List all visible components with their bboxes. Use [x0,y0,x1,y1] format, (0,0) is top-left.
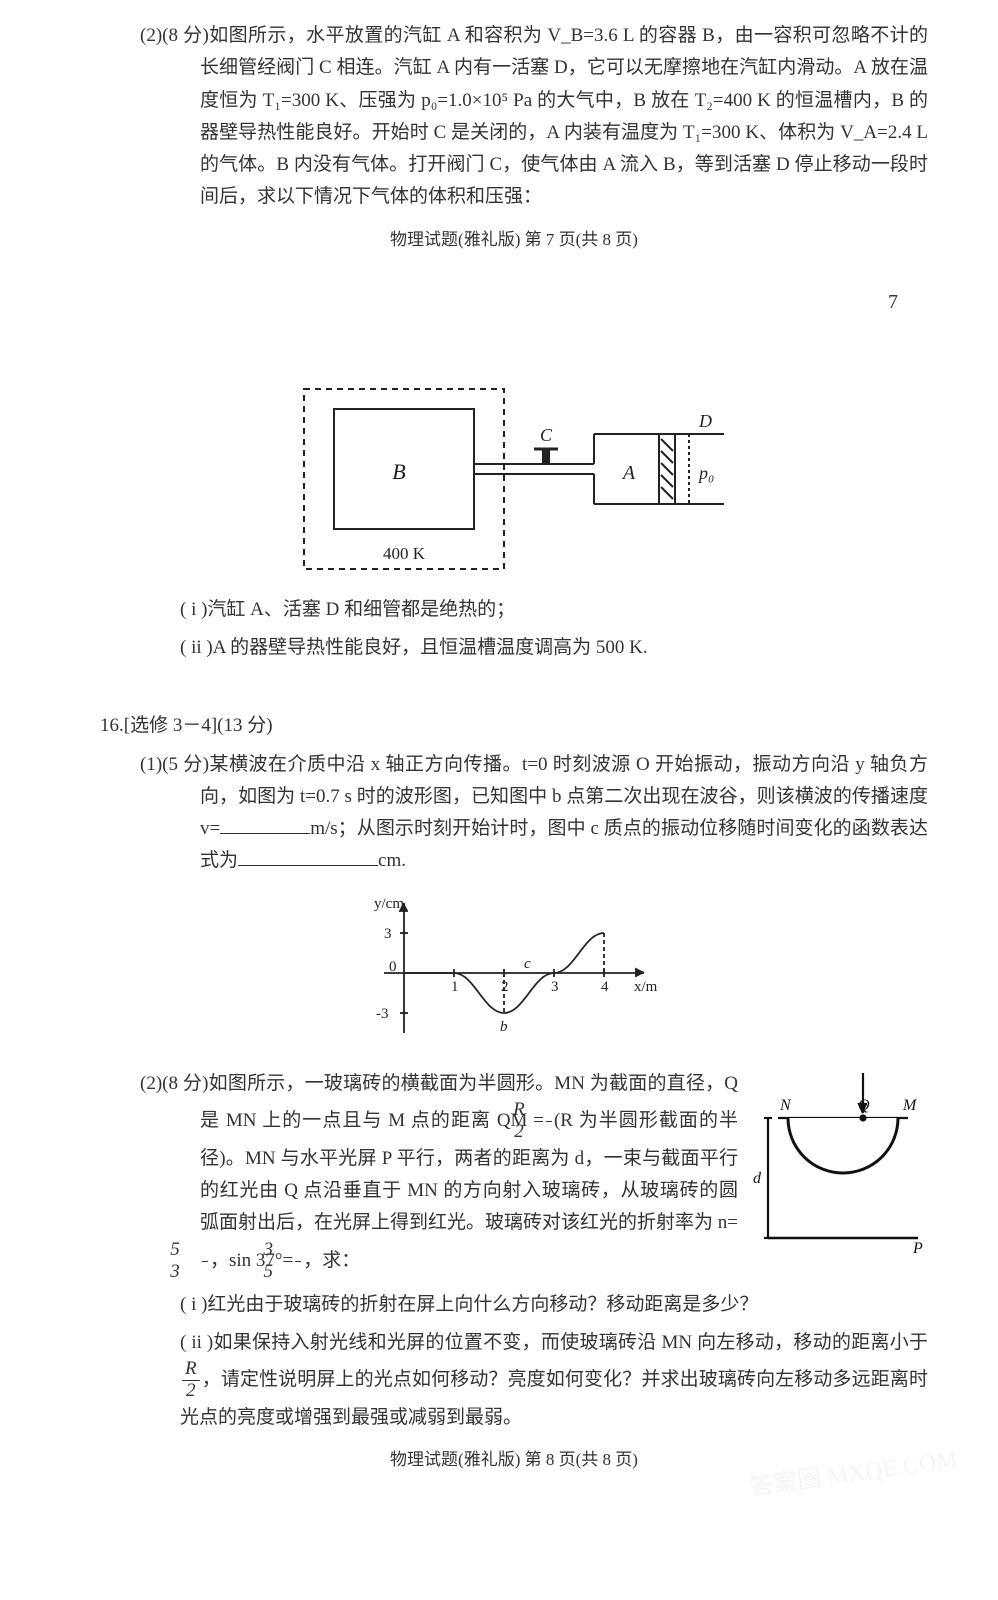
optics-diagram: N Q M d P [748,1068,928,1268]
svg-text:400 K: 400 K [383,544,426,563]
svg-text:-3: -3 [376,1006,389,1022]
p16-2-text: (2)(8 分)如图所示，一玻璃砖的横截面为半圆形。MN 为截面的直径，Q 是 … [100,1068,738,1283]
svg-text:P: P [912,1240,923,1257]
p16-2-sub-i: ( i )红光由于玻璃砖的折射在屏上向什么方向移动？移动距离是多少？ [100,1289,928,1321]
svg-text:D: D [698,411,712,431]
svg-text:x/m: x/m [634,979,658,995]
svg-text:0: 0 [389,959,397,975]
svg-text:p₀: p₀ [697,463,714,483]
svg-text:B: B [392,459,405,484]
svg-text:M: M [902,1097,918,1114]
svg-text:d: d [753,1170,762,1187]
diagram-cylinder: B 400 K C A D p₀ [294,379,734,579]
frac-3-5: 35 [295,1240,301,1283]
svg-text:Q: Q [858,1097,870,1114]
svg-text:b: b [500,1019,508,1035]
wave-chart: y/cm x/m 3 0 -3 1 2 3 4 b c [364,893,664,1053]
svg-text:3: 3 [551,979,559,995]
svg-text:N: N [779,1097,792,1114]
svg-text:A: A [621,462,636,484]
svg-text:3: 3 [384,926,392,942]
p15-2-sub-i: ( i )汽缸 A、活塞 D 和细管都是绝热的； [100,594,928,626]
svg-text:4: 4 [601,979,609,995]
p15-2-body: (2)(8 分)如图所示，水平放置的汽缸 A 和容积为 V_B=3.6 L 的容… [140,25,928,207]
svg-text:y/cm: y/cm [374,896,404,912]
blank-expression [238,847,378,866]
frac-R-2-b: R2 [182,1359,200,1402]
svg-text:1: 1 [451,979,459,995]
svg-text:c: c [524,956,531,972]
p15-2-sub-ii: ( ii )A 的器壁导热性能良好，且恒温槽温度调高为 500 K. [100,632,928,664]
p15-2-text: (2)(8 分)如图所示，水平放置的汽缸 A 和容积为 V_B=3.6 L 的容… [100,20,928,214]
p16-2-row: (2)(8 分)如图所示，一玻璃砖的横截面为半圆形。MN 为截面的直径，Q 是 … [100,1068,928,1289]
footer-page-7: 物理试题(雅礼版) 第 7 页(共 8 页) [100,226,928,255]
blank-velocity [220,815,310,834]
svg-text:C: C [540,425,553,445]
page-number-7: 7 [100,285,928,319]
frac-5-3: 53 [202,1240,208,1283]
p16-header: 16.[选修 3－4](13 分) [100,710,928,742]
footer-page-8: 物理试题(雅礼版) 第 8 页(共 8 页) [100,1446,928,1475]
frac-R-2: R2 [546,1100,552,1143]
p16-1-text: (1)(5 分)某横波在介质中沿 x 轴正方向传播。t=0 时刻波源 O 开始振… [100,749,928,878]
p16-2-sub-ii: ( ii )如果保持入射光线和光屏的位置不变，而使玻璃砖沿 MN 向左移动，移动… [100,1327,928,1434]
